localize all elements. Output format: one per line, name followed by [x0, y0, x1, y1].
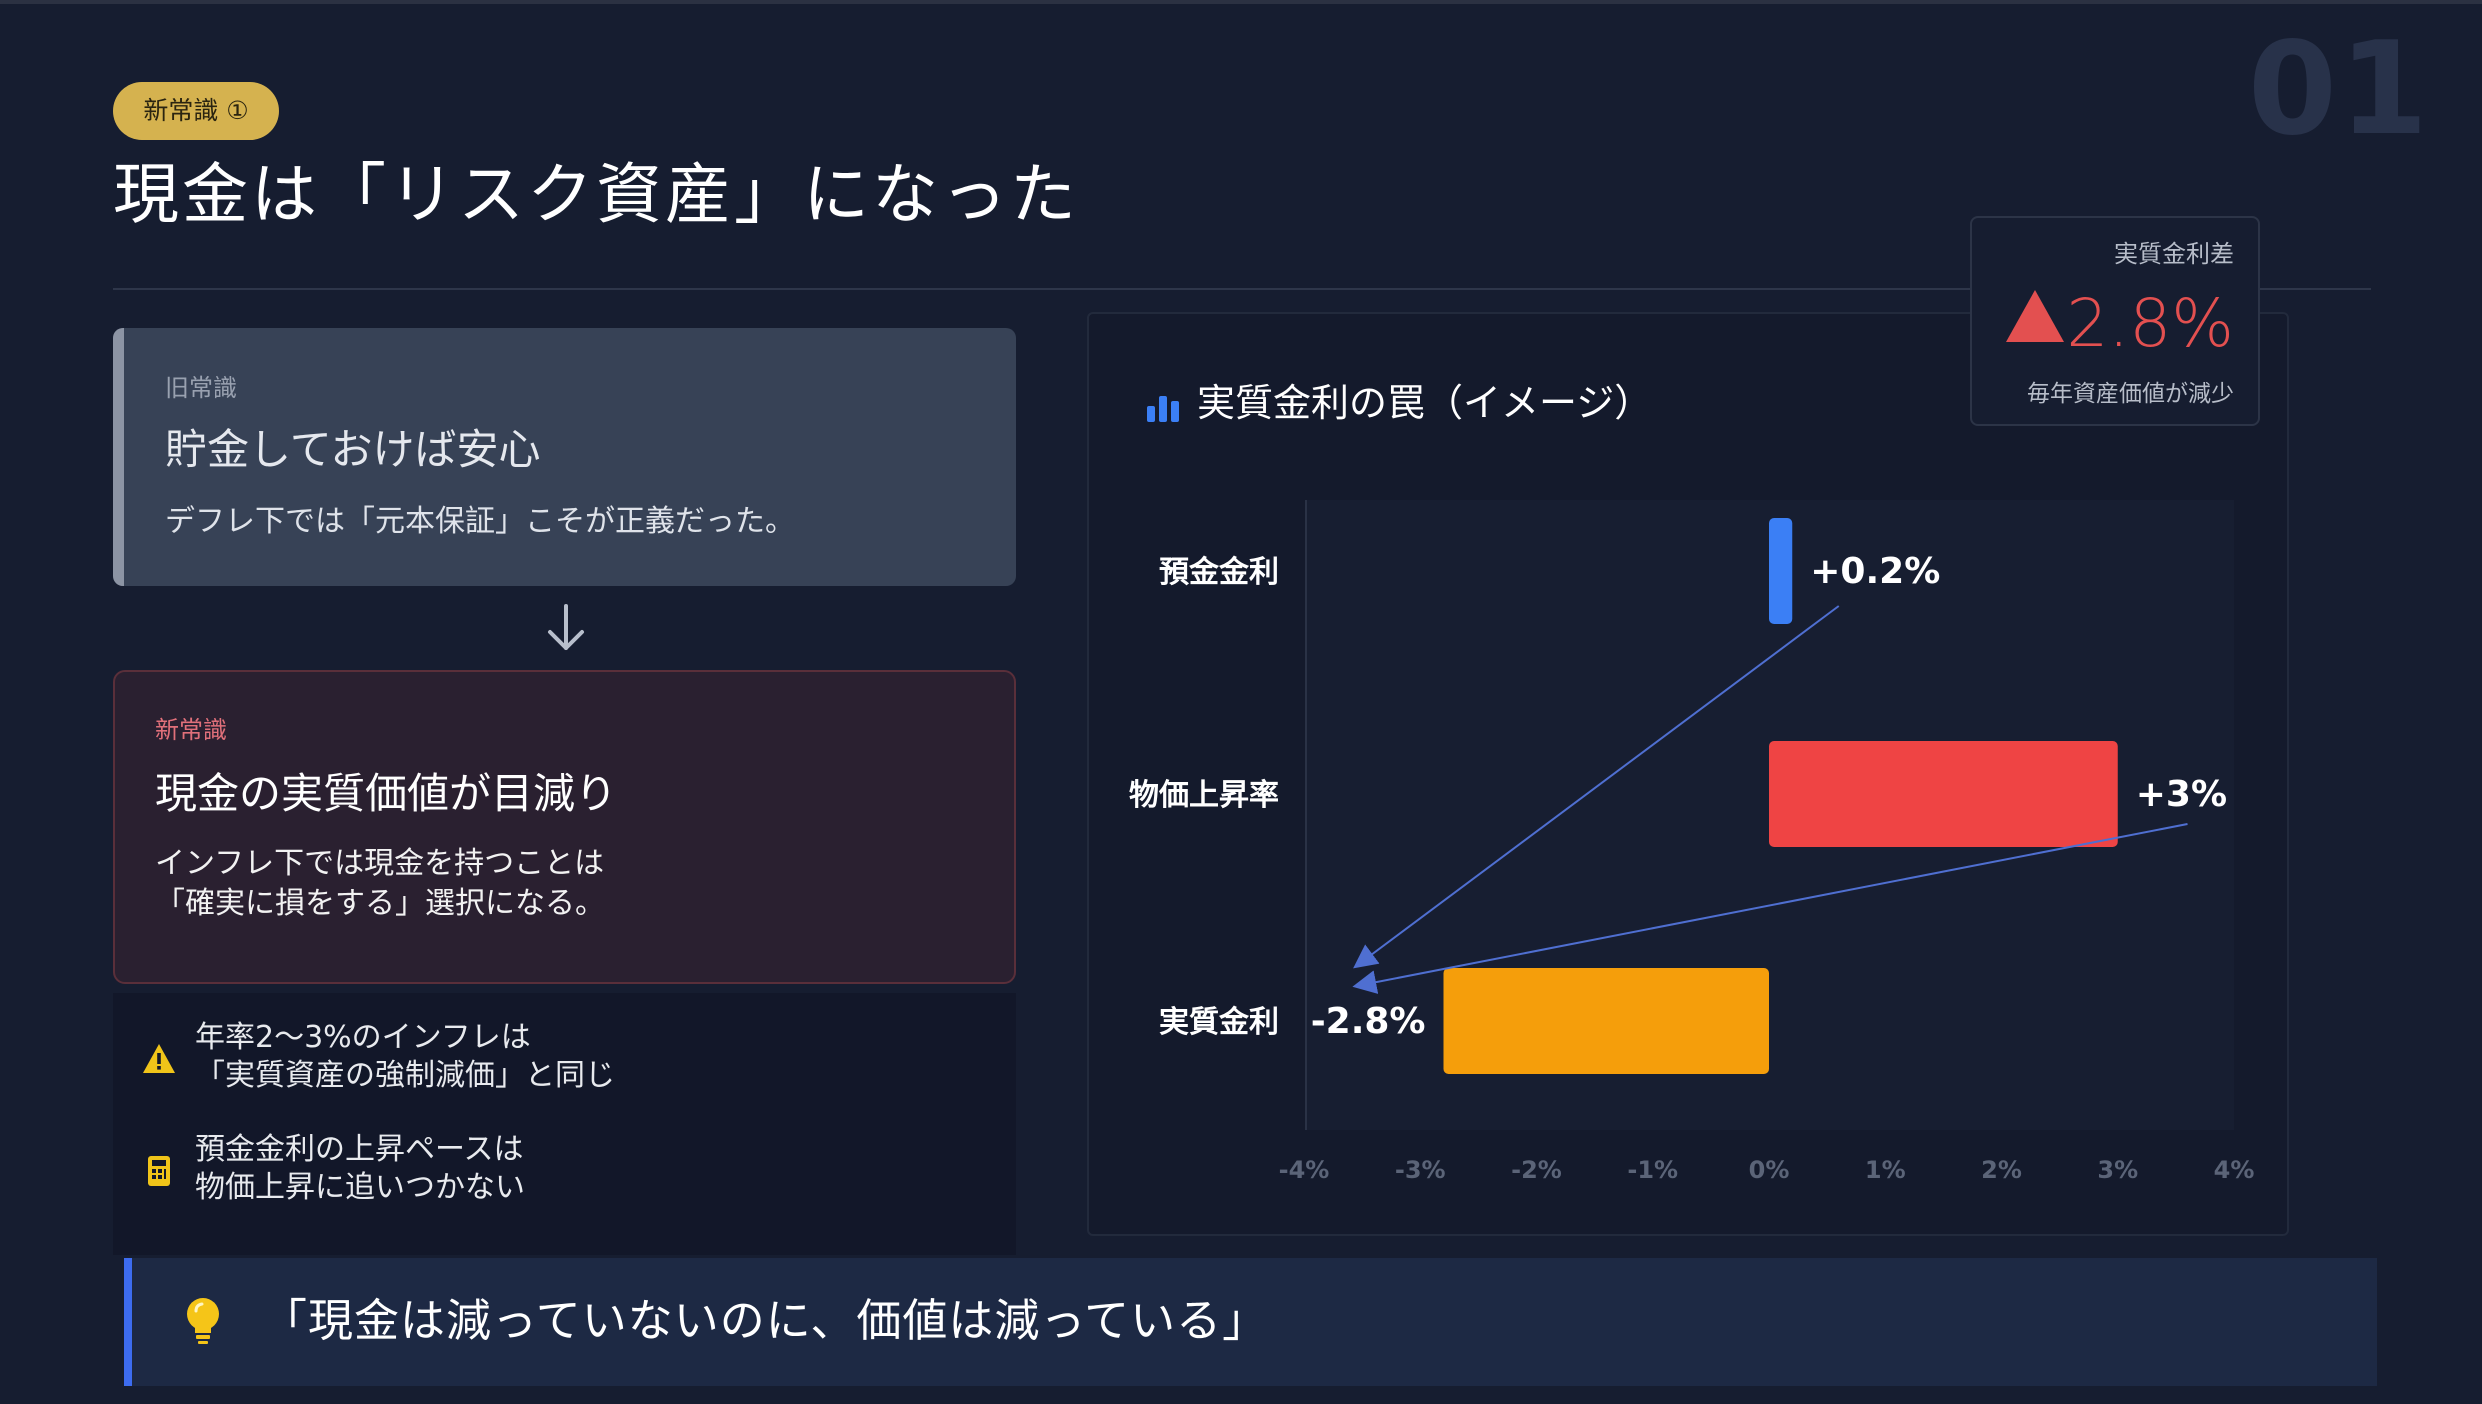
kpi-card: 実質金利差 2.8% 毎年資産価値が減少 [1970, 216, 2260, 426]
chart-title: 実質金利の罠（イメージ） [1197, 381, 1653, 425]
new-belief-kicker: 新常識 [155, 716, 227, 744]
annotation-arrow [1352, 823, 2188, 994]
new-belief-body-line: 「確実に損をする」選択になる。 [155, 886, 605, 921]
x-tick-label: -4% [1279, 1156, 1330, 1184]
bar [1769, 518, 1793, 624]
x-tick-label: 2% [1981, 1156, 2022, 1184]
bar [1769, 741, 2118, 847]
card-accent-bar [113, 328, 124, 586]
up-triangle-icon [2006, 290, 2064, 342]
quote-accent-bar [124, 1258, 132, 1386]
bar [1443, 968, 1769, 1074]
note-line: 年率2〜3%のインフレは [195, 1020, 531, 1055]
kpi-note: 毎年資産価値が減少 [2027, 381, 2234, 407]
x-tick-label: 0% [1749, 1156, 1790, 1184]
note-line: 「実質資産の強制減価」と同じ [195, 1058, 615, 1093]
data-label: -2.8% [1311, 1001, 1426, 1042]
note-line: 物価上昇に追いつかない [195, 1170, 525, 1205]
section-badge: 新常識 ① [113, 82, 279, 140]
note-item: 預金金利の上昇ペースは 物価上昇に追いつかない [141, 1131, 525, 1207]
old-belief-body: デフレ下では「元本保証」こそが正義だった。 [165, 504, 795, 539]
annotation-arrow [1353, 605, 1840, 969]
new-belief-body: インフレ下では現金を持つことは 「確実に損をする」選択になる。 [155, 844, 605, 924]
old-belief-kicker: 旧常識 [165, 374, 237, 402]
bar-chart: 預金金利 +0.2% 物価上昇率 +3% 実質金利 -2.8% -4% -3% -2% -1% 0%… [1129, 500, 2255, 1184]
notes-panel: 年率2〜3%のインフレは 「実質資産の強制減価」と同じ 預金金利の上昇ペースは … [113, 993, 1016, 1255]
calculator-icon [148, 1156, 170, 1186]
x-tick-label: 3% [2097, 1156, 2138, 1184]
bar-chart-icon [1147, 396, 1179, 422]
lightbulb-icon [187, 1298, 219, 1344]
note-text: 預金金利の上昇ペースは 物価上昇に追いつかない [195, 1131, 525, 1207]
old-belief-card: 旧常識 貯金しておけば安心 デフレ下では「元本保証」こそが正義だった。 [113, 328, 1016, 586]
warning-icon [143, 1044, 175, 1073]
x-tick-label: -3% [1395, 1156, 1446, 1184]
new-belief-card: 新常識 現金の実質価値が目減り インフレ下では現金を持つことは 「確実に損をする… [113, 670, 1016, 984]
x-tick-label: -1% [1627, 1156, 1678, 1184]
new-belief-title: 現金の実質価値が目減り [155, 769, 618, 818]
x-tick-label: -2% [1511, 1156, 1562, 1184]
arrow-down-icon [548, 604, 584, 650]
category-label: 物価上昇率 [1129, 778, 1279, 813]
x-tick-label: 1% [1865, 1156, 1906, 1184]
note-line: 預金金利の上昇ペースは [195, 1132, 524, 1167]
old-belief-title: 貯金しておけば安心 [165, 425, 541, 474]
kpi-value: 2.8% [2066, 285, 2234, 362]
category-label: 実質金利 [1159, 1005, 1279, 1040]
note-item: 年率2〜3%のインフレは 「実質資産の強制減価」と同じ [141, 1019, 615, 1095]
top-border [0, 0, 2482, 4]
page-title: 現金は「リスク資産」になった [113, 156, 1079, 233]
title-divider [113, 288, 2371, 290]
quote-text: 「現金は減っていないのに、価値は減っている」 [262, 1294, 1269, 1347]
kpi-label: 実質金利差 [2114, 240, 2234, 268]
page-number: 01 [2247, 15, 2430, 164]
note-text: 年率2〜3%のインフレは 「実質資産の強制減価」と同じ [195, 1019, 615, 1095]
x-tick-label: 4% [2214, 1156, 2255, 1184]
data-label: +3% [2136, 774, 2227, 815]
quote-banner: 「現金は減っていないのに、価値は減っている」 [124, 1258, 2377, 1386]
category-label: 預金金利 [1159, 555, 1279, 590]
data-label: +0.2% [1810, 551, 1940, 592]
new-belief-body-line: インフレ下では現金を持つことは [155, 846, 605, 881]
